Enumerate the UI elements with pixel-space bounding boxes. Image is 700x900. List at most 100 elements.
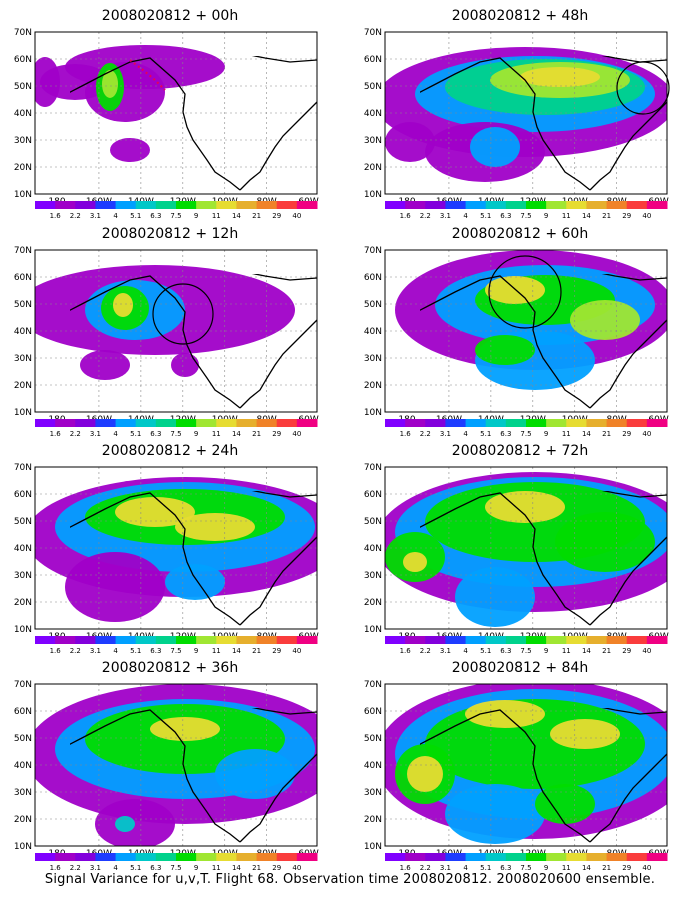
colorbar-label: 40 [292, 864, 301, 872]
y-tick-label: 70N [364, 463, 382, 473]
colorbar-swatch [405, 419, 426, 427]
y-tick-label: 30N [14, 571, 32, 581]
y-tick-label: 20N [364, 381, 382, 391]
coastline [70, 491, 318, 626]
colorbar-swatch [626, 853, 648, 861]
colorbar-swatch [425, 853, 446, 861]
colorbar-label: 2.2 [420, 864, 431, 872]
colorbar-swatch [35, 201, 56, 209]
map-frame [34, 31, 318, 195]
variance-contour [403, 552, 427, 572]
colorbar-swatch [35, 636, 56, 644]
colorbar-label: 9 [544, 212, 548, 220]
panel-00h: 2008020812 + 00h70N60N50N40N30N20N10N180… [0, 8, 340, 223]
colorbar-label: 6.3 [150, 864, 161, 872]
colorbar-swatch [135, 419, 157, 427]
colorbar-swatch [465, 636, 487, 644]
map-frame [34, 683, 318, 847]
map-plot: 70N60N50N40N30N20N10N180160W140W120W100W… [14, 246, 319, 438]
colorbar: 1.6 2.2 3.1 4 5.1 6.3 7.5 9 11 14 21 29 40 [385, 201, 668, 220]
colorbar-label: 9 [544, 864, 548, 872]
colorbar-label: 40 [292, 430, 301, 438]
colorbar-swatch [95, 853, 117, 861]
colorbar-swatch [445, 419, 467, 427]
variance-contour [445, 784, 545, 844]
colorbar-label: 7.5 [170, 647, 181, 655]
colorbar-swatch [216, 636, 237, 644]
colorbar-label: 29 [622, 864, 631, 872]
map-plot: 70N60N50N40N30N20N10N180160W140W120W100W… [364, 246, 669, 438]
y-tick-label: 60N [364, 55, 382, 65]
colorbar-label: 11 [212, 647, 221, 655]
colorbar-swatch [646, 636, 668, 644]
colorbar-swatch [526, 419, 547, 427]
y-tick-label: 70N [14, 246, 32, 256]
colorbar-label: 9 [544, 430, 548, 438]
coastline [70, 708, 318, 843]
colorbar-swatch [626, 636, 648, 644]
colorbar: 1.6 2.2 3.1 4 5.1 6.3 7.5 9 11 14 21 29 40 [385, 419, 668, 438]
y-tick-label: 60N [14, 707, 32, 717]
colorbar-swatch [296, 419, 318, 427]
colorbar-label: 4 [463, 647, 468, 655]
colorbar-label: 14 [232, 212, 241, 220]
colorbar-label: 5.1 [480, 430, 491, 438]
colorbar-label: 6.3 [500, 212, 511, 220]
target-circle [616, 61, 670, 115]
colorbar-label: 21 [252, 430, 261, 438]
colorbar-swatch [176, 853, 197, 861]
colorbar-label: 7.5 [520, 864, 531, 872]
colorbar-swatch [646, 853, 668, 861]
colorbar-swatch [405, 201, 426, 209]
colorbar-label: 11 [562, 430, 571, 438]
colorbar-swatch [256, 419, 278, 427]
colorbar-label: 4 [113, 430, 118, 438]
y-tick-label: 60N [364, 707, 382, 717]
colorbar-label: 9 [194, 212, 198, 220]
colorbar-label: 14 [232, 647, 241, 655]
colorbar-label: 1.6 [50, 212, 62, 220]
colorbar-swatch [505, 636, 527, 644]
colorbar-swatch [115, 201, 137, 209]
colorbar-label: 1.6 [400, 864, 412, 872]
y-tick-label: 20N [364, 815, 382, 825]
y-tick-label: 30N [364, 788, 382, 798]
y-tick-label: 60N [14, 273, 32, 283]
colorbar-label: 3.1 [440, 212, 451, 220]
colorbar-label: 4 [463, 430, 468, 438]
colorbar-swatch [405, 636, 426, 644]
colorbar-swatch [586, 636, 608, 644]
colorbar-swatch [445, 853, 467, 861]
colorbar-label: 3.1 [440, 430, 451, 438]
colorbar-label: 1.6 [50, 430, 62, 438]
colorbar-label: 29 [272, 647, 281, 655]
colorbar-swatch [135, 853, 157, 861]
map-plot: 70N60N50N40N30N20N10N180160W140W120W100W… [14, 463, 319, 655]
y-tick-label: 40N [364, 544, 382, 554]
colorbar-label: 14 [582, 212, 591, 220]
variance-contour [150, 717, 220, 741]
y-tick-label: 70N [364, 246, 382, 256]
variance-contour [110, 138, 150, 162]
colorbar-label: 4 [113, 212, 118, 220]
variance-contour [175, 513, 255, 541]
colorbar-label: 5.1 [480, 647, 491, 655]
colorbar-label: 2.2 [70, 430, 81, 438]
colorbar-swatch [276, 636, 298, 644]
colorbar-swatch [276, 853, 298, 861]
y-tick-label: 30N [14, 788, 32, 798]
colorbar-swatch [155, 853, 177, 861]
y-tick-label: 70N [14, 28, 32, 38]
colorbar: 1.6 2.2 3.1 4 5.1 6.3 7.5 9 11 14 21 29 40 [35, 201, 318, 220]
coastline [420, 274, 668, 409]
variance-contour [535, 784, 595, 824]
y-tick-label: 20N [14, 163, 32, 173]
variance-contour [35, 57, 60, 107]
variance-contour [550, 719, 620, 749]
colorbar-swatch [586, 201, 608, 209]
variance-contour [80, 350, 130, 380]
colorbar-swatch [55, 853, 76, 861]
colorbar-label: 3.1 [440, 864, 451, 872]
colorbar-swatch [586, 419, 608, 427]
y-tick-label: 50N [14, 734, 32, 744]
